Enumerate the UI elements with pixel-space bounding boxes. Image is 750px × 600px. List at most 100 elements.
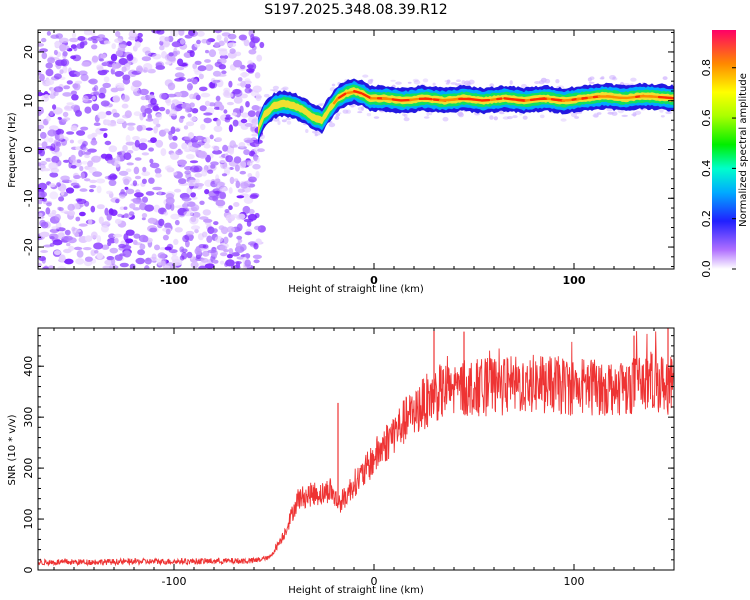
- noise-blob: [233, 202, 240, 207]
- noise-blob: [65, 187, 75, 194]
- noise-blob: [239, 170, 246, 175]
- noise-blob: [243, 39, 250, 47]
- noise-blob: [158, 106, 166, 112]
- noise-blob: [206, 235, 213, 243]
- noise-blob: [69, 139, 74, 144]
- noise-blob: [174, 72, 185, 78]
- noise-blob: [98, 216, 104, 225]
- noise-blob: [149, 162, 160, 169]
- noise-blob: [80, 172, 85, 180]
- noise-blob: [252, 163, 261, 170]
- noise-blob: [203, 218, 213, 223]
- noise-blob: [38, 147, 43, 155]
- halo-blob: [621, 114, 628, 117]
- halo-blob: [493, 116, 498, 121]
- noise-blob: [38, 182, 48, 191]
- noise-blob: [118, 243, 126, 249]
- noise-blob: [47, 57, 56, 64]
- spectrogram-xtick-label: 0: [370, 274, 378, 287]
- noise-blob: [149, 227, 158, 233]
- noise-blob: [63, 235, 73, 241]
- noise-blob: [45, 207, 51, 215]
- noise-blob: [79, 188, 88, 192]
- halo-blob: [659, 108, 664, 113]
- noise-blob: [96, 252, 104, 260]
- noise-blob: [233, 59, 243, 68]
- noise-blob: [70, 165, 77, 169]
- noise-blob: [70, 55, 77, 60]
- noise-blob: [200, 92, 211, 98]
- halo-blob: [305, 129, 309, 133]
- noise-blob: [144, 107, 153, 114]
- noise-blob: [223, 87, 231, 94]
- noise-blob: [44, 94, 49, 98]
- noise-blob: [46, 115, 51, 122]
- halo-blob: [373, 116, 380, 119]
- halo-blob: [589, 76, 595, 80]
- noise-blob: [58, 37, 69, 44]
- noise-blob: [91, 95, 96, 101]
- spectrogram-ytick-label: -10: [22, 189, 35, 207]
- halo-blob: [630, 77, 637, 82]
- halo-blob: [631, 113, 637, 116]
- noise-blob: [112, 112, 120, 118]
- noise-blob: [201, 169, 208, 177]
- halo-blob: [539, 114, 545, 119]
- noise-blob: [171, 41, 182, 48]
- noise-blob: [245, 101, 250, 108]
- spectrogram-xtick-label: 100: [563, 274, 586, 287]
- noise-blob: [73, 184, 81, 189]
- noise-blob: [49, 147, 56, 151]
- noise-blob: [147, 217, 157, 224]
- noise-blob: [228, 232, 233, 238]
- noise-blob: [38, 43, 45, 47]
- noise-blob: [62, 51, 68, 57]
- noise-blob: [228, 187, 233, 194]
- noise-blob: [228, 147, 235, 155]
- noise-blob: [168, 52, 174, 57]
- snr-ytick-label: 0: [22, 567, 35, 574]
- halo-blob: [634, 110, 642, 115]
- noise-blob: [159, 92, 168, 100]
- noise-blob: [189, 93, 195, 100]
- halo-blob: [596, 112, 602, 115]
- noise-blob: [174, 188, 182, 193]
- noise-blob: [96, 66, 104, 71]
- noise-blob: [43, 265, 49, 269]
- noise-blob: [189, 160, 199, 164]
- noise-blob: [154, 244, 160, 251]
- noise-blob: [118, 58, 128, 65]
- noise-blob: [247, 173, 253, 178]
- noise-blob: [237, 213, 246, 220]
- halo-blob: [395, 81, 402, 85]
- noise-blob: [189, 50, 195, 58]
- noise-blob: [92, 171, 103, 177]
- noise-blob: [160, 148, 167, 157]
- noise-blob: [219, 159, 227, 163]
- noise-blob: [221, 173, 228, 177]
- noise-blob: [212, 259, 219, 264]
- noise-blob: [212, 149, 223, 155]
- noise-blob: [221, 70, 227, 75]
- noise-blob: [80, 73, 89, 82]
- noise-blob: [202, 250, 210, 257]
- trace-core: [353, 89, 363, 95]
- noise-blob: [114, 156, 121, 163]
- noise-blob: [143, 63, 153, 71]
- noise-blob: [98, 92, 106, 99]
- noise-blob: [213, 221, 219, 226]
- noise-blob: [152, 186, 163, 191]
- noise-blob: [205, 64, 214, 71]
- noise-blob: [125, 188, 135, 195]
- chart-title: S197.2025.348.08.39.R12: [264, 2, 447, 18]
- noise-blob: [163, 128, 170, 134]
- noise-blob: [167, 82, 176, 91]
- noise-blob: [129, 203, 136, 209]
- noise-blob: [87, 219, 93, 225]
- noise-blob: [102, 82, 111, 89]
- noise-blob: [114, 70, 124, 77]
- noise-blob: [122, 176, 132, 183]
- noise-blob: [150, 98, 157, 105]
- halo-blob: [499, 112, 505, 115]
- noise-blob: [96, 178, 106, 184]
